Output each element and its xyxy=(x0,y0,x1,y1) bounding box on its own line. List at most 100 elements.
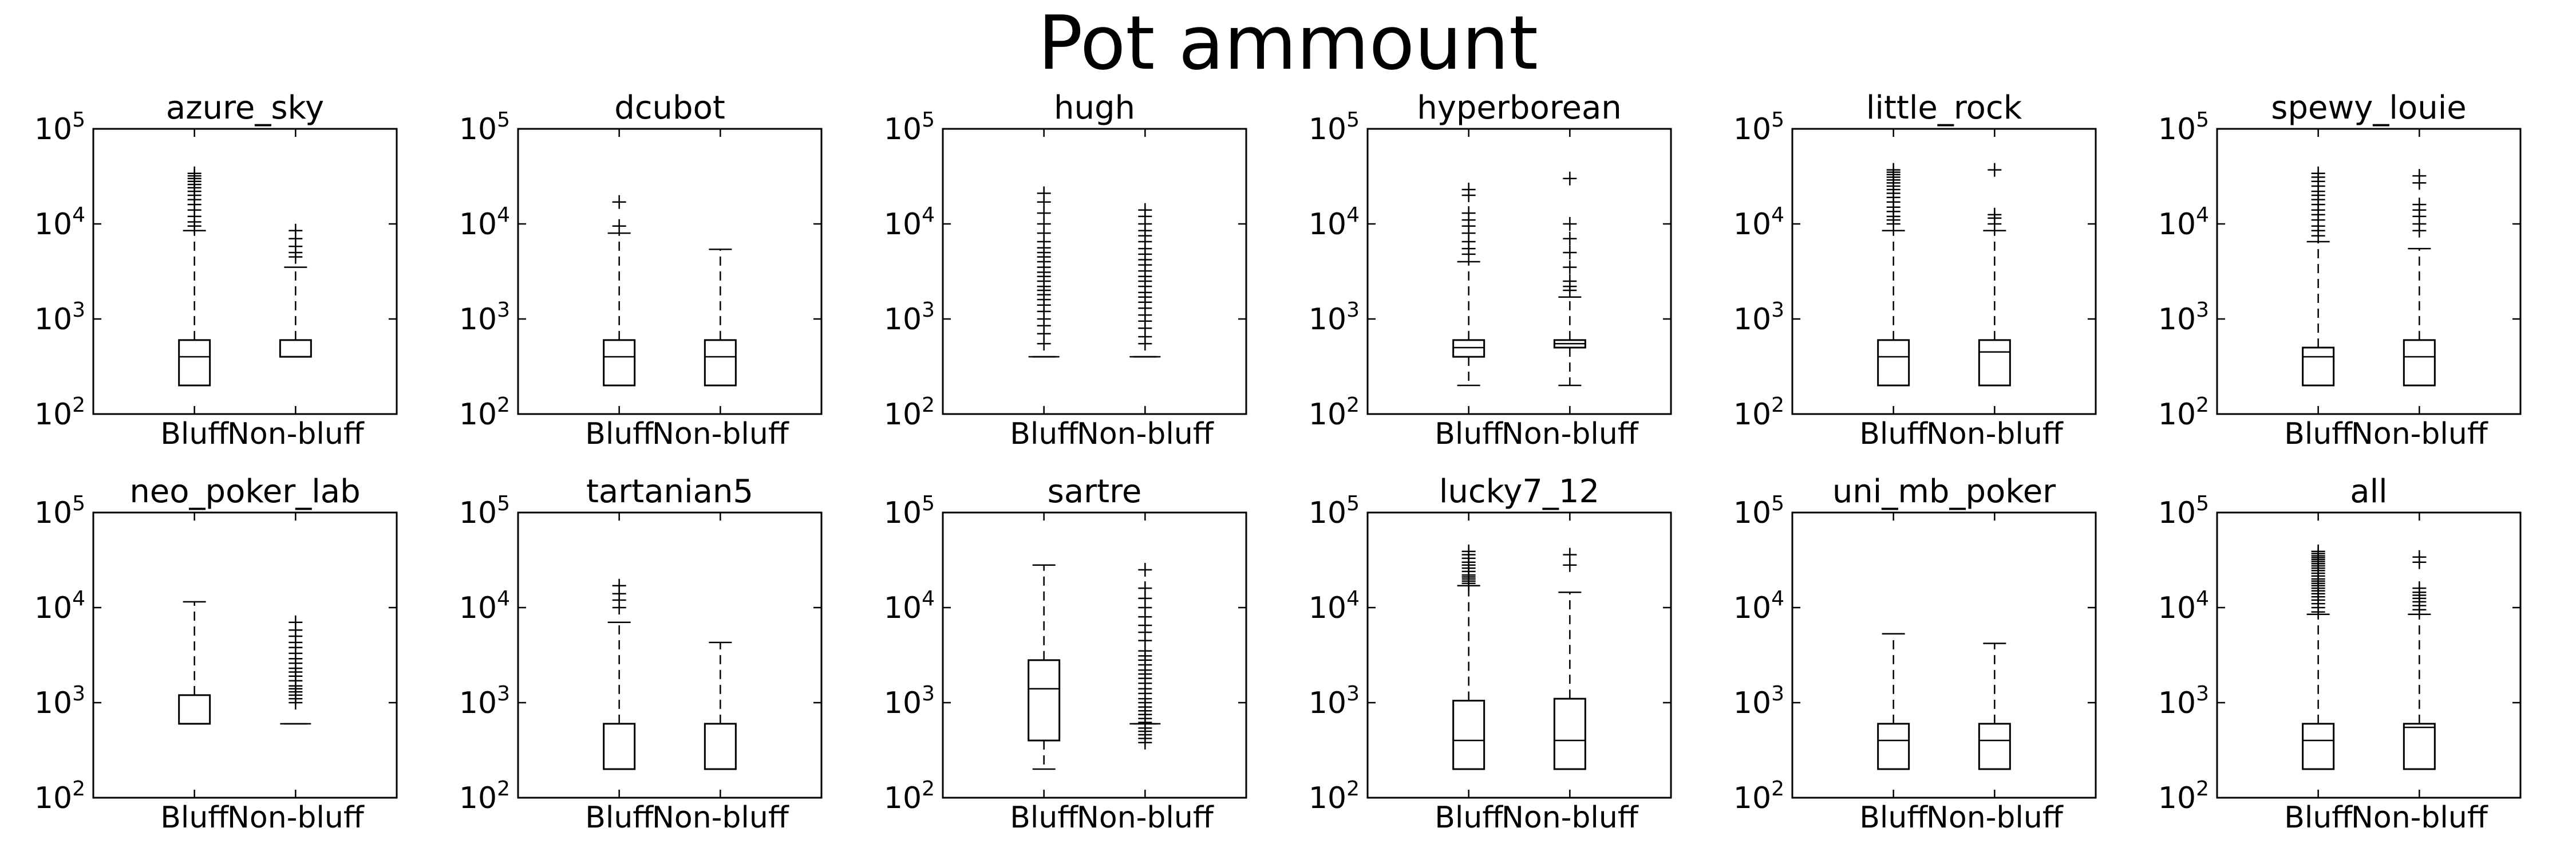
box-iqr xyxy=(1978,723,2011,770)
box-iqr xyxy=(279,339,312,358)
box-bluff xyxy=(1877,163,1910,387)
flier xyxy=(2412,169,2427,183)
axes-frame xyxy=(2216,511,2522,799)
y-tick-label: 102 xyxy=(34,393,85,432)
box-non-bluff xyxy=(1129,562,1161,750)
box-bluff xyxy=(1452,544,1485,770)
x-tick-label-bluff: Bluff xyxy=(585,801,654,835)
flier xyxy=(1886,163,1901,177)
y-tick-label: 104 xyxy=(2158,587,2209,625)
box-non-bluff xyxy=(1553,171,1586,387)
x-tick-label-non-bluff: Non-bluff xyxy=(1077,801,1214,835)
axes-frame xyxy=(1791,128,2097,415)
flier xyxy=(2412,581,2427,596)
flier xyxy=(1988,163,2002,177)
flier xyxy=(289,615,303,629)
flier xyxy=(1461,182,1476,196)
flier xyxy=(1988,207,2002,222)
x-tick-label-non-bluff: Non-bluff xyxy=(2351,801,2488,835)
subplot-title: hyperborean xyxy=(1417,89,1622,127)
subplot-title: tartanian5 xyxy=(586,473,753,510)
box-non-bluff xyxy=(1978,163,2011,387)
x-tick-label-bluff: Bluff xyxy=(1010,417,1078,451)
subplot-title: little_rock xyxy=(1866,89,2022,127)
axes-frame xyxy=(1791,511,2097,799)
flier xyxy=(1138,581,1152,596)
subplot-title: lucky7_12 xyxy=(1439,473,1599,510)
y-tick-label: 104 xyxy=(34,203,85,242)
axes-frame xyxy=(92,511,398,799)
box-iqr xyxy=(704,339,737,387)
flier xyxy=(612,219,626,233)
box-iqr xyxy=(178,694,211,725)
axes-frame xyxy=(1366,511,1672,799)
box-iqr xyxy=(178,339,211,387)
y-tick-label: 103 xyxy=(1309,298,1360,337)
x-tick-label-non-bluff: Non-bluff xyxy=(652,417,789,451)
flier xyxy=(1563,260,1577,274)
flier xyxy=(612,578,626,593)
y-tick-label: 102 xyxy=(1309,393,1360,432)
y-tick-label: 102 xyxy=(884,777,935,815)
flier xyxy=(1563,171,1577,186)
flier xyxy=(1138,203,1152,217)
y-tick-label: 104 xyxy=(459,587,510,625)
box-iqr xyxy=(1877,723,1910,770)
box-iqr xyxy=(1452,339,1485,358)
y-tick-label: 103 xyxy=(34,298,85,337)
flier xyxy=(2412,550,2427,564)
x-tick-label-bluff: Bluff xyxy=(1435,417,1503,451)
axes-frame xyxy=(92,128,398,415)
box-bluff xyxy=(1877,633,1910,770)
box-iqr xyxy=(1452,699,1485,770)
box-iqr xyxy=(1553,698,1586,770)
x-tick-label-non-bluff: Non-bluff xyxy=(1502,801,1639,835)
y-tick-label: 102 xyxy=(2158,393,2209,432)
box-bluff xyxy=(178,601,211,725)
x-tick-label-bluff: Bluff xyxy=(160,417,229,451)
y-tick-label: 105 xyxy=(2158,492,2209,530)
y-tick-label: 103 xyxy=(1733,682,1784,720)
y-tick-label: 104 xyxy=(2158,203,2209,242)
box-iqr xyxy=(2302,723,2335,770)
y-tick-label: 103 xyxy=(884,298,935,337)
axes-frame xyxy=(517,128,823,415)
y-tick-label: 104 xyxy=(1733,203,1784,242)
flier xyxy=(1461,206,1476,220)
x-tick-label-bluff: Bluff xyxy=(2284,417,2353,451)
y-tick-label: 104 xyxy=(1733,587,1784,625)
y-tick-label: 105 xyxy=(884,108,935,147)
subplot-title: dcubot xyxy=(614,89,725,127)
box-non-bluff xyxy=(280,615,311,725)
flier xyxy=(612,195,626,209)
subplot-title: sartre xyxy=(1048,473,1142,510)
box-bluff xyxy=(1028,564,1061,770)
box-non-bluff xyxy=(1129,203,1161,358)
box-non-bluff xyxy=(704,641,737,770)
x-tick-label-non-bluff: Non-bluff xyxy=(227,417,365,451)
y-tick-label: 102 xyxy=(2158,777,2209,815)
box-non-bluff xyxy=(704,249,737,387)
y-tick-label: 102 xyxy=(1733,393,1784,432)
box-non-bluff xyxy=(2403,550,2436,770)
y-tick-label: 102 xyxy=(1309,777,1360,815)
x-tick-label-non-bluff: Non-bluff xyxy=(1502,417,1639,451)
flier xyxy=(1563,547,1577,562)
axes-frame xyxy=(2216,128,2522,415)
y-tick-label: 105 xyxy=(884,492,935,530)
y-tick-label: 105 xyxy=(1733,492,1784,530)
x-tick-label-bluff: Bluff xyxy=(2284,801,2353,835)
x-tick-label-non-bluff: Non-bluff xyxy=(1926,801,2064,835)
y-tick-label: 103 xyxy=(2158,298,2209,337)
box-non-bluff xyxy=(2403,169,2436,387)
box-iqr xyxy=(2403,339,2436,387)
